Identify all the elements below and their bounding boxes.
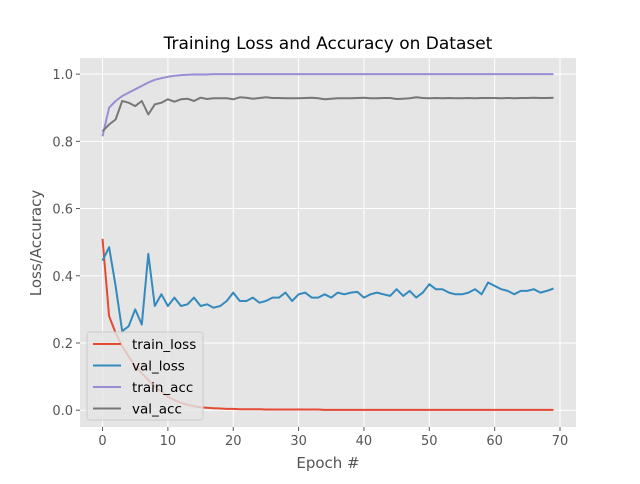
series-line-train_acc (101, 73, 554, 137)
chart-title: Training Loss and Accuracy on Dataset (163, 34, 493, 54)
x-axis-label: Epoch # (296, 454, 359, 472)
legend-label-val_loss: val_loss (132, 359, 185, 375)
x-tick-label: 30 (290, 434, 307, 449)
y-tick-label: 0.4 (52, 270, 73, 285)
x-tick-label: 40 (356, 434, 373, 449)
y-tick-label: 0.6 (52, 203, 73, 218)
legend: train_loss val_loss train_acc val_acc (86, 331, 204, 421)
y-tick-label: 1.0 (52, 68, 73, 83)
x-tick-label: 50 (421, 434, 438, 449)
x-tick-label: 60 (486, 434, 503, 449)
x-tick-label: 0 (98, 434, 106, 449)
y-tick-label: 0.8 (52, 135, 73, 150)
y-tick-label: 0.2 (52, 337, 73, 352)
x-tick-label: 10 (160, 434, 177, 449)
legend-box (86, 331, 204, 421)
series-line-val_loss (101, 246, 554, 333)
y-axis-label: Loss/Accuracy (27, 190, 45, 297)
legend-label-train_acc: train_acc (132, 380, 193, 396)
x-tick-label: 70 (552, 434, 569, 449)
legend-label-val_acc: val_acc (132, 402, 182, 418)
series-lines (101, 73, 554, 411)
ticks: 0 10 20 30 40 50 60 70 0.0 0.2 0.4 0.6 0.8 1.0 (52, 68, 568, 449)
legend-label-train_loss: train_loss (132, 337, 196, 353)
series-line-val_acc (101, 96, 554, 132)
x-tick-label: 20 (225, 434, 242, 449)
y-tick-label: 0.0 (52, 404, 73, 419)
